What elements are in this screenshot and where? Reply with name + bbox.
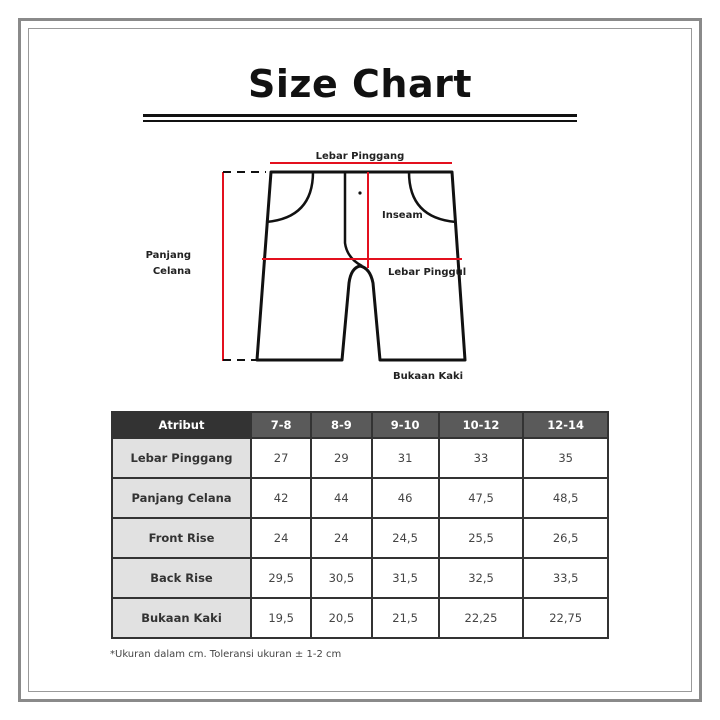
outer-frame — [18, 18, 702, 702]
value-cell: 22,25 — [437, 597, 525, 639]
value-cell: 24 — [249, 517, 313, 559]
table-row: Lebar Pinggang 27 29 31 33 35 — [111, 437, 609, 479]
value-cell: 47,5 — [437, 477, 525, 519]
title-rule-top — [143, 114, 577, 117]
header-cell: 12-14 — [522, 411, 609, 439]
value-cell: 33,5 — [522, 557, 609, 599]
attribute-cell: Panjang Celana — [111, 477, 252, 519]
header-cell: 9-10 — [370, 411, 440, 439]
value-cell: 26,5 — [522, 517, 609, 559]
value-cell: 33 — [437, 437, 525, 479]
value-cell: 35 — [522, 437, 609, 479]
value-cell: 42 — [249, 477, 313, 519]
attribute-cell: Lebar Pinggang — [111, 437, 252, 479]
header-cell: 7-8 — [249, 411, 313, 439]
shorts-diagram: Lebar Pinggang Inseam Lebar Pinggul Buka… — [146, 151, 467, 382]
value-cell: 25,5 — [437, 517, 525, 559]
value-cell: 30,5 — [310, 557, 373, 599]
attribute-cell: Back Rise — [111, 557, 252, 599]
inner-frame — [28, 28, 692, 692]
measure-lines — [222, 162, 462, 361]
value-cell: 21,5 — [370, 597, 440, 639]
title-rule-bottom — [143, 120, 577, 122]
value-cell: 22,75 — [522, 597, 609, 639]
value-cell: 24 — [310, 517, 373, 559]
value-cell: 29 — [310, 437, 373, 479]
footnote: *Ukuran dalam cm. Toleransi ukuran ± 1-2… — [110, 649, 342, 660]
table-row: Panjang Celana 42 44 46 47,5 48,5 — [111, 477, 609, 519]
header-cell: 8-9 — [310, 411, 373, 439]
shorts-outline — [255, 170, 467, 362]
header-cell: 10-12 — [437, 411, 525, 439]
hip-label: Lebar Pinggul — [388, 267, 466, 278]
leg-opening-label: Bukaan Kaki — [393, 371, 463, 382]
value-cell: 19,5 — [249, 597, 313, 639]
value-cell: 27 — [249, 437, 313, 479]
value-cell: 44 — [310, 477, 373, 519]
length-label-line2: Celana — [153, 266, 191, 277]
inseam-label: Inseam — [382, 210, 423, 221]
value-cell: 29,5 — [249, 557, 313, 599]
value-cell: 32,5 — [437, 557, 525, 599]
attribute-cell: Front Rise — [111, 517, 252, 559]
length-label-line1: Panjang — [146, 250, 191, 261]
value-cell: 20,5 — [310, 597, 373, 639]
value-cell: 48,5 — [522, 477, 609, 519]
value-cell: 46 — [370, 477, 440, 519]
value-cell: 24,5 — [370, 517, 440, 559]
value-cell: 31 — [370, 437, 440, 479]
header-cell: Atribut — [111, 411, 252, 439]
page-title: Size Chart — [247, 62, 472, 106]
size-table: Atribut 7-8 8-9 9-10 10-12 12-14 Lebar P… — [111, 411, 609, 639]
table-row: Bukaan Kaki 19,5 20,5 21,5 22,25 22,75 — [111, 597, 609, 639]
table-row: Back Rise 29,5 30,5 31,5 32,5 33,5 — [111, 557, 609, 599]
button-dot — [358, 191, 362, 195]
attribute-cell: Bukaan Kaki — [111, 597, 252, 639]
waist-label: Lebar Pinggang — [316, 151, 405, 162]
table-row: Front Rise 24 24 24,5 25,5 26,5 — [111, 517, 609, 559]
value-cell: 31,5 — [370, 557, 440, 599]
table-header-row: Atribut 7-8 8-9 9-10 10-12 12-14 — [111, 411, 609, 439]
